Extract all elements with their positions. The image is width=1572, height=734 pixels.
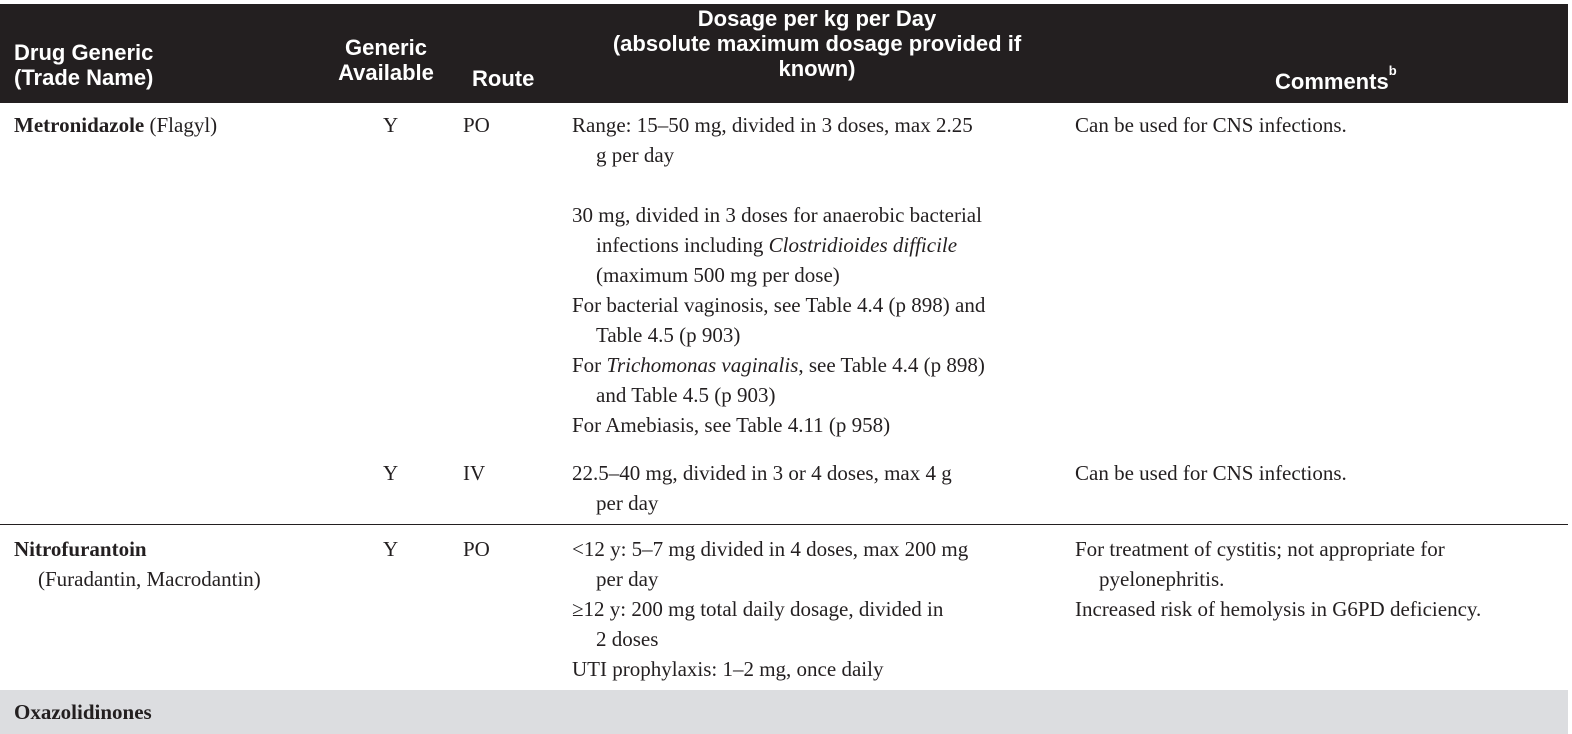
dosage-bacterial-vaginosis: For bacterial vaginosis, see Table 4.4 (… — [572, 293, 986, 347]
header-comments: Commentsb — [1275, 64, 1397, 94]
dosage-cell: <12 y: 5–7 mg divided in 4 doses, max 20… — [572, 534, 1062, 684]
drug-name-nitrofurantoin: Nitrofurantoin (Furadantin, Macrodantin) — [14, 534, 261, 594]
table-header: Drug Generic (Trade Name) Generic Availa… — [0, 4, 1568, 103]
header-route: Route — [472, 66, 535, 91]
drug-name-metronidazole: Metronidazole (Flagyl) — [14, 110, 217, 140]
comment: Can be used for CNS infections. — [1075, 461, 1347, 485]
header-dosage: Dosage per kg per Day (absolute maximum … — [572, 6, 1062, 81]
dosage-range: Range: 15–50 mg, divided in 3 doses, max… — [572, 113, 973, 167]
generic-available: Y — [383, 461, 399, 485]
header-comments-text: Comments — [1275, 69, 1389, 94]
dosage-iv: 22.5–40 mg, divided in 3 or 4 doses, max… — [572, 461, 952, 515]
dosage-uti-prophylaxis: UTI prophylaxis: 1–2 mg, once daily — [572, 657, 884, 681]
drug-trade-name: (Furadantin, Macrodantin) — [38, 567, 261, 591]
comment-cystitis: For treatment of cystitis; not appropria… — [1075, 537, 1445, 591]
header-generic-line2: Available — [338, 60, 434, 85]
header-dosage-line1: Dosage per kg per Day — [697, 6, 937, 31]
generic-available: Y — [383, 113, 399, 137]
dosage-amebiasis: For Amebiasis, see Table 4.11 (p 958) — [572, 413, 891, 437]
header-drug-line2: (Trade Name) — [14, 65, 154, 90]
dosage-under-12: <12 y: 5–7 mg divided in 4 doses, max 20… — [572, 537, 969, 591]
dosage-anaerobic: 30 mg, divided in 3 doses for anaerobic … — [572, 203, 982, 287]
route: IV — [463, 461, 486, 485]
header-generic: Generic Available — [330, 35, 442, 85]
generic-available: Y — [383, 537, 399, 561]
section-title: Oxazolidinones — [14, 700, 152, 724]
comment: Can be used for CNS infections. — [1075, 113, 1347, 137]
route: PO — [463, 113, 490, 137]
section-header: Oxazolidinones — [0, 690, 1568, 734]
route: PO — [463, 537, 490, 561]
dosage-12-and-over: ≥12 y: 200 mg total daily dosage, divide… — [572, 597, 944, 651]
header-drug-line1: Drug Generic — [14, 40, 154, 65]
drug-generic-name: Metronidazole — [14, 113, 145, 137]
row-divider — [0, 524, 1568, 525]
header-dosage-line3: known) — [778, 56, 856, 81]
drug-trade-name: (Flagyl) — [149, 113, 218, 137]
drug-generic-name: Nitrofurantoin — [14, 537, 147, 561]
header-comments-footnote: b — [1388, 62, 1397, 78]
comment-g6pd: Increased risk of hemolysis in G6PD defi… — [1075, 597, 1482, 621]
header-dosage-line2: (absolute maximum dosage provided if — [612, 31, 1022, 56]
dosage-trichomonas: For Trichomonas vaginalis, see Table 4.4… — [572, 353, 985, 407]
dosage-cell: 22.5–40 mg, divided in 3 or 4 doses, max… — [572, 458, 1062, 518]
header-generic-line1: Generic — [345, 35, 427, 60]
dosage-cell: Range: 15–50 mg, divided in 3 doses, max… — [572, 110, 1062, 440]
header-drug: Drug Generic (Trade Name) — [14, 40, 153, 90]
comment: For treatment of cystitis; not appropria… — [1075, 534, 1565, 624]
